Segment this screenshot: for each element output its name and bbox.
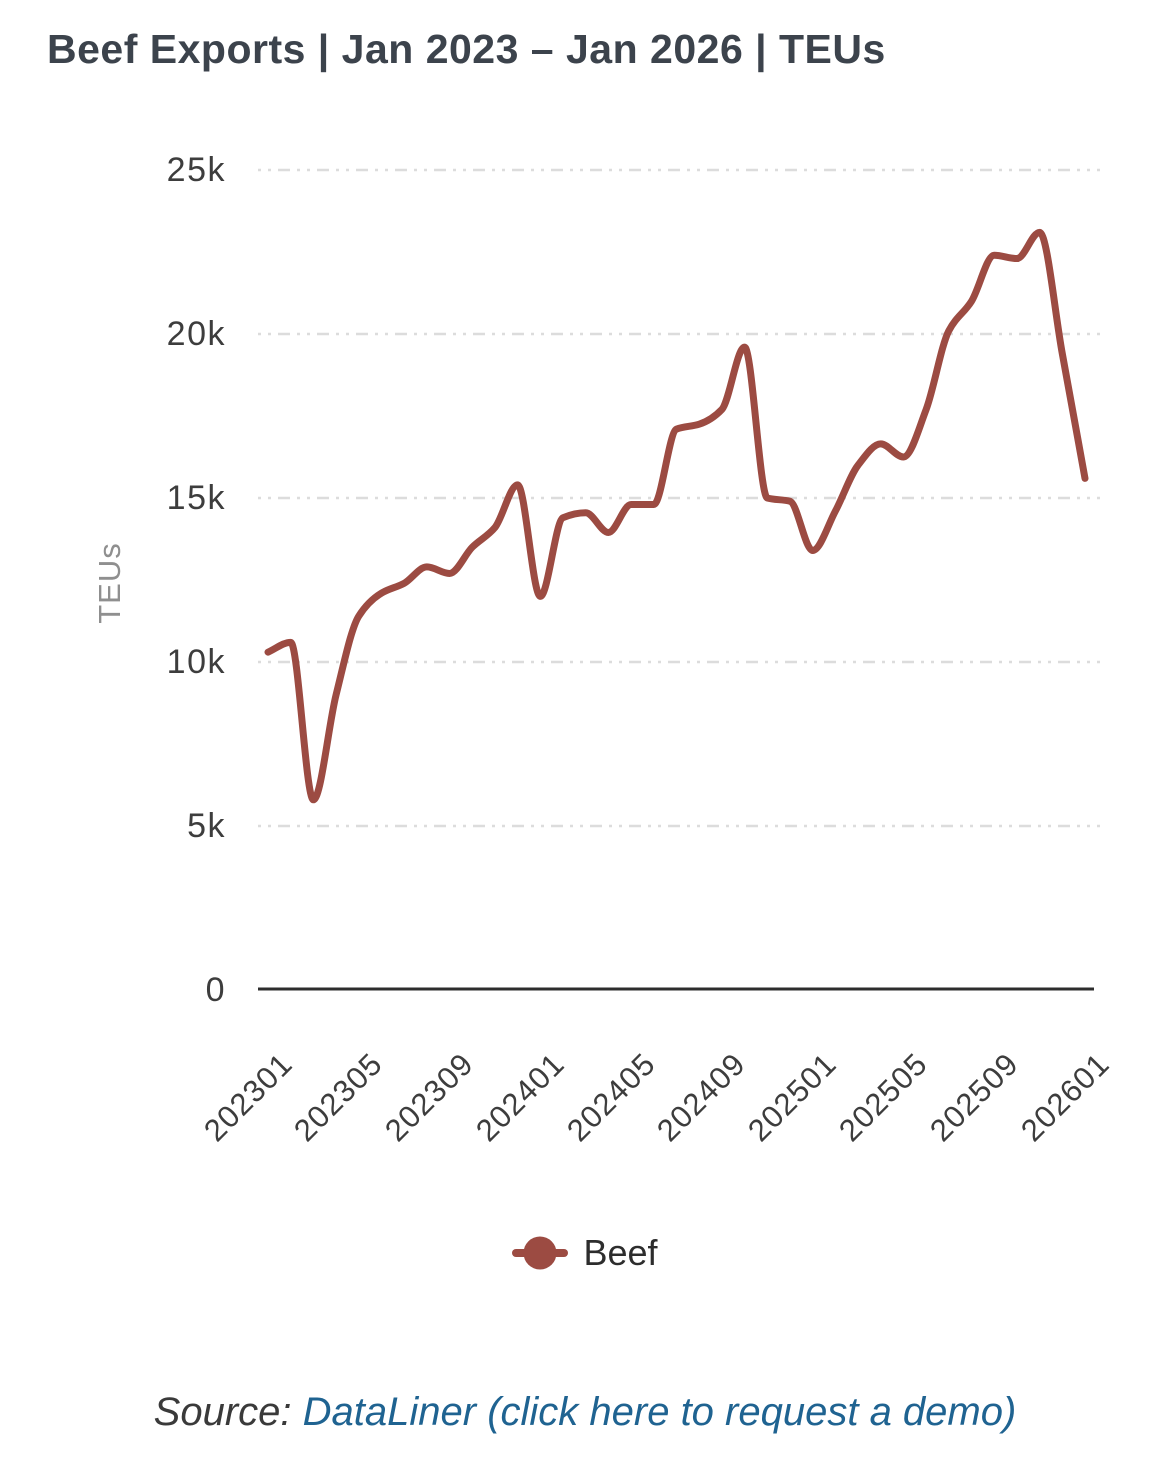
y-tick-15k: 15k (166, 479, 226, 517)
y-axis-title: TEUs (92, 542, 127, 624)
x-tick-202309: 202309 (378, 1046, 481, 1149)
source-line: Source: DataLiner (click here to request… (0, 1390, 1170, 1435)
legend-dot-icon (523, 1236, 557, 1270)
legend-label: Beef (583, 1232, 658, 1273)
y-tick-0: 0 (205, 971, 226, 1009)
legend: Beef (0, 1232, 1170, 1274)
x-tick-202305: 202305 (287, 1046, 390, 1149)
x-tick-202501: 202501 (741, 1046, 844, 1149)
plot-area (258, 168, 1100, 991)
y-tick-5k: 5k (187, 807, 226, 845)
y-tick-25k: 25k (166, 151, 226, 189)
x-tick-202509: 202509 (922, 1046, 1025, 1149)
source-prefix: Source: (153, 1390, 303, 1434)
x-tick-202505: 202505 (832, 1046, 935, 1149)
x-tick-202401: 202401 (468, 1046, 572, 1149)
x-tick-202409: 202409 (650, 1046, 753, 1149)
source-link[interactable]: DataLiner (click here to request a demo) (302, 1390, 1017, 1434)
legend-line-dot-marker (512, 1236, 569, 1270)
beef-series-line (264, 228, 1089, 804)
chart-title: Beef Exports | Jan 2023 – Jan 2026 | TEU… (47, 26, 886, 72)
x-tick-202301: 202301 (196, 1046, 299, 1149)
x-tick-202601: 202601 (1013, 1046, 1116, 1149)
y-tick-20k: 20k (166, 315, 226, 353)
x-tick-202405: 202405 (559, 1046, 662, 1149)
y-tick-10k: 10k (166, 643, 226, 681)
